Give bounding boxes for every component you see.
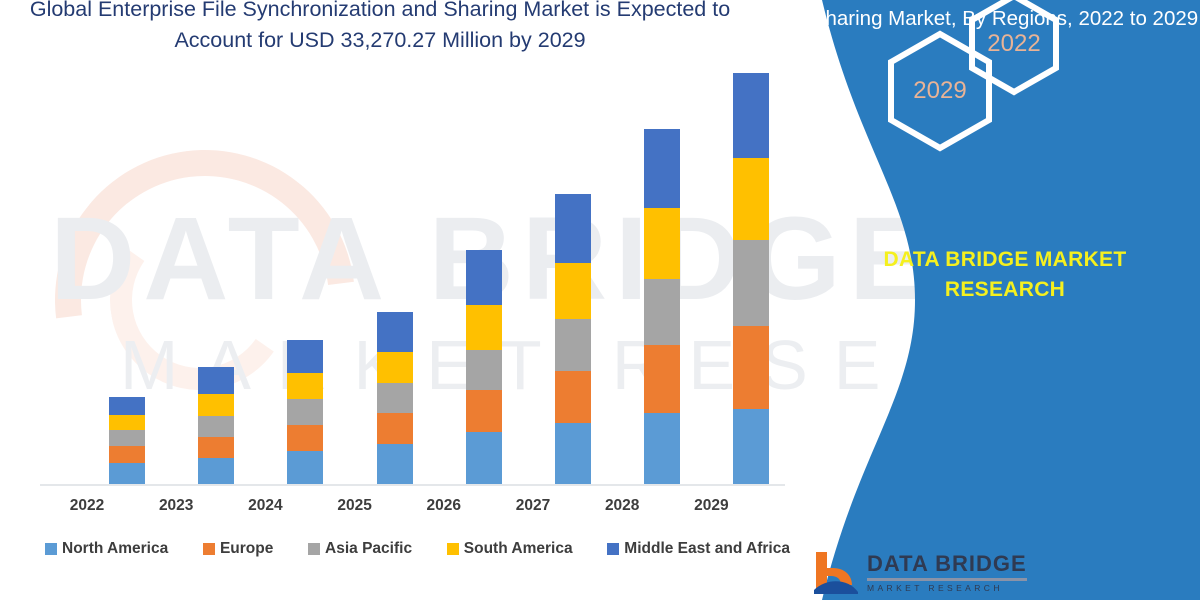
stacked-bar-chart: 2022 2023 2024 2025 2026 2027 2028 2029 <box>40 60 785 514</box>
bar-segment <box>198 394 235 416</box>
legend-item-europe[interactable]: Europe <box>202 540 274 558</box>
bar-segment <box>287 425 324 451</box>
chart-axis-line <box>40 484 785 486</box>
page-title: Global Enterprise File Synchronization a… <box>29 0 731 52</box>
legend-item-north-america[interactable]: North America <box>45 540 168 558</box>
legend-swatch-icon <box>202 543 215 555</box>
legend-label: Europe <box>219 540 274 557</box>
brand-name: DATA BRIDGE MARKET RESEARCH <box>840 245 1170 305</box>
bar-segment <box>376 413 413 444</box>
bar-segment <box>733 157 770 241</box>
company-logo: DATA BRIDGE MARKET RESEARCH <box>812 550 1027 594</box>
logo-company-name: DATA BRIDGE <box>867 551 1027 576</box>
legend-swatch-icon <box>308 543 321 555</box>
hexagon-2022-label: 2022 <box>987 30 1041 57</box>
legend-label: South America <box>463 540 573 557</box>
bar-2027[interactable] <box>555 194 591 484</box>
bar-segment <box>644 413 681 484</box>
legend-label: North America <box>62 540 169 557</box>
bar-segment <box>198 415 235 437</box>
bar-segment <box>198 458 235 484</box>
legend-swatch-icon <box>607 543 620 555</box>
bar-segment <box>198 367 235 395</box>
legend-item-south-america[interactable]: South America <box>446 540 573 558</box>
bar-2026[interactable] <box>465 249 502 484</box>
chart-plot-area <box>40 60 780 485</box>
bar-2022[interactable] <box>109 396 145 484</box>
x-axis-label-2024: 2024 <box>248 497 283 514</box>
bar-2025[interactable] <box>376 312 413 484</box>
bar-segment <box>555 319 591 371</box>
bar-segment <box>555 262 591 320</box>
bar-segment <box>109 446 145 463</box>
brand-line-1: DATA BRIDGE MARKET <box>883 248 1127 271</box>
bar-segment <box>376 312 413 353</box>
brand-panel: Global Enterprise File Synchronization a… <box>780 0 1200 600</box>
legend-swatch-icon <box>45 543 57 555</box>
bar-segment <box>109 429 145 447</box>
x-axis-label-2027: 2027 <box>515 497 551 514</box>
hexagon-2029-label: 2029 <box>913 77 967 104</box>
bar-segment <box>555 194 591 263</box>
bridge-logo-icon <box>814 552 858 594</box>
brand-panel-shape <box>822 0 1200 600</box>
bar-segment <box>644 208 681 280</box>
bar-segment <box>733 72 770 158</box>
bar-segment <box>733 408 770 484</box>
bar-2028[interactable] <box>644 129 681 484</box>
bar-segment <box>733 240 770 327</box>
bar-segment <box>287 340 324 374</box>
legend-item-middle-east-and-africa[interactable]: Middle East and Africa <box>607 540 790 558</box>
bar-segment <box>198 436 235 459</box>
x-axis-label-2026: 2026 <box>426 497 462 514</box>
bar-segment <box>109 396 145 415</box>
bar-segment <box>376 443 413 484</box>
hexagon-2029-shape <box>888 30 992 152</box>
legend-label: Middle East and Africa <box>624 540 790 557</box>
legend-label: Asia Pacific <box>325 540 413 557</box>
bar-segment <box>287 450 324 484</box>
bar-segment <box>465 304 502 350</box>
bar-segment <box>287 399 324 426</box>
bar-segment <box>644 345 681 414</box>
x-axis-label-2022: 2022 <box>69 497 105 514</box>
legend-item-asia-pacific[interactable]: Asia Pacific <box>308 540 412 558</box>
brand-line-2: RESEARCH <box>944 278 1066 301</box>
bar-2024[interactable] <box>287 340 324 484</box>
x-axis-label-2029: 2029 <box>694 497 729 514</box>
logo-divider <box>867 578 1027 581</box>
bar-segment <box>376 352 413 383</box>
x-axis-label-2025: 2025 <box>337 497 372 514</box>
hexagon-2029: 2029 <box>885 30 995 152</box>
bar-segment <box>644 279 681 345</box>
bar-segment <box>555 370 591 423</box>
bar-2029[interactable] <box>733 72 770 484</box>
bar-segment <box>376 382 413 414</box>
x-axis-label-2023: 2023 <box>158 497 194 514</box>
bar-segment <box>644 129 681 209</box>
bar-segment <box>465 249 502 305</box>
bar-segment <box>465 432 502 484</box>
bar-segment <box>733 326 770 409</box>
logo-tagline: MARKET RESEARCH <box>867 583 1003 593</box>
hexagon-2022-shape <box>969 0 1059 96</box>
bar-segment <box>465 389 502 433</box>
bar-segment <box>109 462 145 484</box>
legend-swatch-icon <box>446 543 459 555</box>
bar-2023[interactable] <box>198 367 235 484</box>
hexagon-2022: 2022 <box>967 0 1061 96</box>
bar-segment <box>109 414 145 430</box>
bar-segment <box>287 373 324 400</box>
x-axis-label-2028: 2028 <box>604 497 640 514</box>
bar-segment <box>555 422 591 484</box>
chart-legend: North America Europe Asia Pacific South Ame… <box>45 540 790 558</box>
brand-panel-title: Global Enterprise File Synchronization a… <box>811 7 1199 30</box>
bar-segment <box>465 349 502 390</box>
